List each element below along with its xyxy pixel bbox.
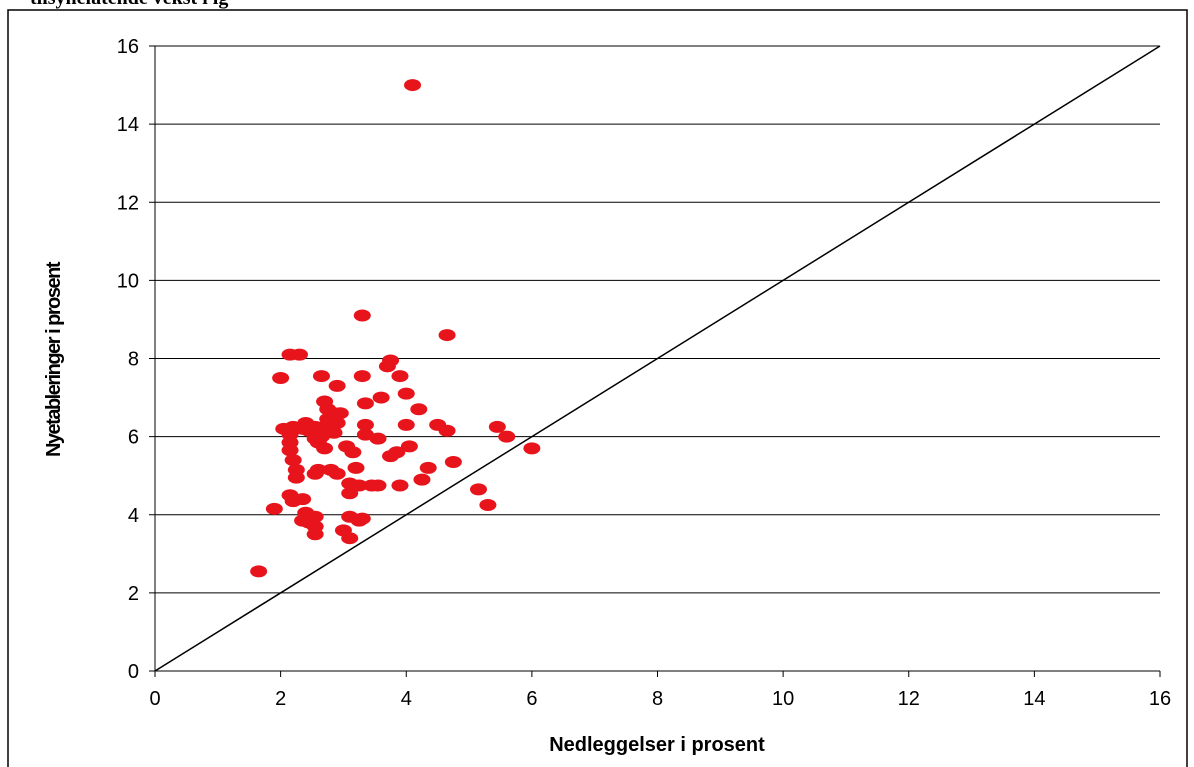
data-point [397, 387, 415, 400]
data-point [328, 467, 346, 480]
data-point [290, 348, 308, 361]
data-point [328, 379, 346, 392]
data-point [350, 479, 368, 492]
reference-line [154, 45, 1161, 672]
x-tick-label: 2 [275, 688, 286, 710]
data-point [341, 487, 359, 500]
data-point [400, 440, 418, 453]
data-point [479, 498, 497, 511]
y-tick-label: 6 [128, 427, 139, 449]
data-point [378, 360, 396, 373]
top-caption: tilsynelatende vekst i ig [30, 0, 228, 9]
data-point [404, 79, 422, 92]
data-point [397, 418, 415, 431]
y-tick-label: 12 [117, 192, 139, 214]
x-tick-label: 0 [149, 688, 160, 710]
data-point [438, 329, 456, 342]
data-point [410, 403, 428, 416]
data-point [341, 532, 359, 545]
data-point [353, 309, 371, 322]
x-tick-label: 16 [1149, 688, 1171, 710]
y-tick-label: 10 [117, 270, 139, 292]
x-tick-label: 10 [772, 688, 794, 710]
data-point [347, 461, 365, 474]
data-point [250, 565, 268, 578]
data-point [372, 391, 390, 404]
data-point [469, 483, 487, 496]
data-point [312, 370, 330, 383]
data-point [523, 442, 541, 455]
x-tick-label: 12 [898, 688, 920, 710]
y-axis-title: Nyetableringer i prosent [43, 261, 65, 457]
data-point [444, 456, 462, 469]
data-point [438, 424, 456, 437]
x-tick-label: 14 [1023, 688, 1045, 710]
data-point [281, 444, 299, 457]
data-point [265, 502, 283, 515]
data-point [369, 432, 387, 445]
data-point [356, 397, 374, 410]
x-tick-label: 8 [652, 688, 663, 710]
data-points [250, 79, 541, 578]
data-point [284, 495, 302, 508]
data-point [382, 450, 400, 463]
chart-border [7, 9, 1188, 767]
data-point [356, 418, 374, 431]
data-point [306, 467, 324, 480]
data-point [272, 372, 290, 385]
data-point [306, 528, 324, 541]
y-tick-label: 16 [117, 36, 139, 58]
data-point [391, 370, 409, 383]
data-point [419, 461, 437, 474]
y-tick-label: 4 [128, 505, 139, 527]
x-axis-title: Nedleggelser i prosent [549, 734, 765, 756]
y-tick-label: 14 [117, 114, 139, 136]
data-point [391, 479, 409, 492]
x-tick-label: 6 [526, 688, 537, 710]
data-point [369, 479, 387, 492]
x-tick-label: 4 [401, 688, 412, 710]
data-point [413, 473, 431, 486]
data-point [344, 446, 362, 459]
data-point [284, 454, 302, 467]
y-tick-label: 8 [128, 349, 139, 371]
axes [149, 45, 1161, 677]
data-point [316, 442, 334, 455]
tick-labels: 0 2 4 6 8 10 12 14 16 0 2 4 6 8 10 12 14 16 [117, 36, 1171, 710]
data-point [488, 420, 506, 433]
data-point [287, 471, 305, 484]
y-tick-label: 2 [128, 583, 139, 605]
y-tick-label: 0 [128, 661, 139, 683]
data-point [353, 370, 371, 383]
data-point [353, 512, 371, 525]
data-point [498, 430, 516, 443]
reference-line-group [154, 45, 1161, 672]
